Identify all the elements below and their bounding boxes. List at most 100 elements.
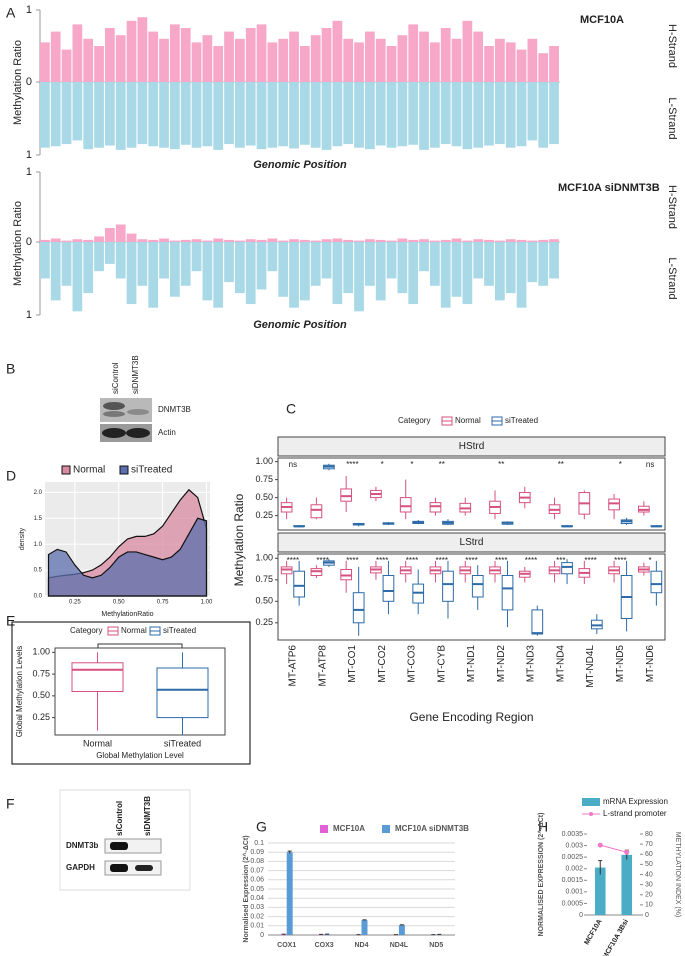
x-tick-label: 0.25 (69, 600, 81, 606)
facet-strip (277, 436, 666, 457)
legend-swatch (320, 825, 328, 833)
bar (408, 239, 419, 242)
bar (94, 46, 104, 82)
bar (61, 82, 72, 145)
bar (324, 934, 331, 935)
bar (386, 242, 397, 279)
bar (495, 242, 505, 301)
line (600, 844, 627, 853)
bar (202, 240, 213, 242)
bar (115, 35, 126, 82)
y-tick-label: 1 (26, 4, 32, 16)
bar (83, 82, 94, 150)
bar (148, 82, 159, 147)
y-tick-label: 1.00 (255, 553, 273, 563)
y-tick-label: 0 (260, 932, 264, 939)
legend-label: MCF10A (333, 824, 365, 833)
x-axis-label: Genomic Position (253, 319, 347, 331)
panel-letter: H (538, 819, 548, 835)
bar (397, 82, 408, 147)
bar (40, 82, 50, 148)
y2-tick-label: 10 (645, 902, 653, 909)
bar (343, 38, 354, 82)
y-tick-label: 2.0 (34, 490, 43, 496)
bar (105, 242, 115, 264)
bar (289, 239, 299, 242)
bar (484, 46, 494, 82)
bar (286, 852, 293, 935)
bar (83, 38, 94, 82)
bar (343, 82, 354, 145)
x-tick-label: MT-ATP8 (317, 645, 328, 687)
bar (224, 242, 234, 283)
box (442, 570, 454, 602)
bar (310, 35, 321, 82)
bar (473, 239, 484, 242)
bar (549, 46, 559, 82)
x-tick-label: siTreated (164, 738, 201, 748)
significance-label: **** (346, 460, 358, 469)
x-tick-label: 0.75 (157, 600, 169, 606)
legend-label: L-strand promoter (603, 809, 667, 818)
y-tick-label: 0.50 (32, 690, 50, 700)
legend-label: Normal (121, 626, 147, 635)
y2-axis-label: METHYLATION INDEX (%) (674, 832, 681, 917)
blot-band (103, 402, 125, 410)
significance-label: * (649, 556, 652, 565)
panel-letter: B (6, 361, 15, 377)
bar (137, 82, 148, 145)
y-tick-label: 0.003 (565, 842, 583, 849)
bar (213, 82, 224, 150)
bar (115, 224, 126, 242)
bar (256, 24, 267, 82)
bar (375, 82, 386, 146)
facet-label: LStrd (460, 537, 484, 548)
bar (245, 28, 256, 82)
x-tick-label: MT-ND4L (585, 645, 596, 688)
bar (137, 239, 148, 242)
bar (440, 82, 451, 145)
bar (354, 242, 364, 312)
box (501, 575, 514, 611)
lane-label: siDNMT3B (143, 796, 152, 836)
bar (516, 82, 527, 147)
density-area (47, 517, 208, 597)
bar (594, 867, 606, 915)
bar (137, 242, 148, 286)
bar (549, 239, 559, 242)
x-tick-label: 0.50 (113, 600, 125, 606)
panel-letter: E (6, 613, 15, 629)
blot-band (103, 411, 125, 417)
y-tick-label: 0.25 (255, 510, 273, 520)
bar (245, 239, 256, 242)
bar (267, 242, 278, 272)
bar (408, 24, 419, 82)
bar (224, 239, 234, 242)
bar (462, 242, 473, 305)
bar (549, 82, 559, 145)
bar (235, 240, 245, 242)
bar (398, 925, 405, 935)
y-tick-label: 0.75 (255, 574, 273, 584)
bar (386, 240, 397, 242)
bar (527, 240, 538, 242)
bar (473, 31, 484, 83)
x-tick-label: MCF10A (584, 918, 604, 946)
bar (40, 42, 50, 82)
blot-band (110, 864, 128, 872)
y2-tick-label: 50 (645, 861, 653, 868)
bar (440, 239, 451, 242)
bar (213, 242, 224, 308)
facet-label: HStrd (459, 441, 485, 452)
blot-band (135, 865, 153, 871)
x-axis-label: MethylationRatio (101, 611, 153, 618)
chart-title: MCF10A (580, 14, 624, 26)
significance-label: ns (646, 460, 654, 469)
bar (40, 239, 50, 242)
bar (105, 228, 115, 242)
legend-label: mRNA Expression (603, 797, 668, 806)
bar (170, 82, 180, 150)
y-tick-label: 0.03 (250, 904, 264, 911)
bar (538, 53, 549, 82)
bar (72, 239, 83, 242)
